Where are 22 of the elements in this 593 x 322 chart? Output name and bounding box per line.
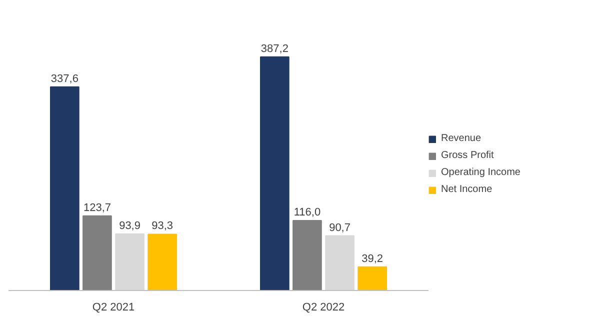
bar	[148, 234, 177, 290]
bar	[358, 266, 387, 290]
data-label: 90,7	[329, 222, 350, 234]
x-tick-label: Q2 2021	[92, 302, 135, 314]
legend-label: Operating Income	[441, 167, 520, 178]
data-label: 123,7	[83, 202, 111, 214]
data-label: 337,6	[50, 72, 78, 85]
x-tick-label: Q2 2022	[302, 302, 345, 314]
data-label: 116,0	[294, 206, 321, 219]
bar	[82, 215, 112, 290]
legend-label: Net Income	[441, 184, 492, 195]
bar	[50, 86, 80, 290]
bar	[115, 233, 144, 290]
bar	[260, 56, 290, 290]
bar	[325, 235, 354, 290]
data-label: 39,2	[362, 252, 384, 265]
legend-label: Revenue	[441, 133, 482, 144]
data-label: 93,9	[119, 220, 140, 232]
data-label: 387,2	[260, 42, 288, 55]
data-label: 93,3	[152, 220, 174, 232]
legend-label: Gross Profit	[441, 150, 494, 161]
bar	[292, 220, 322, 290]
